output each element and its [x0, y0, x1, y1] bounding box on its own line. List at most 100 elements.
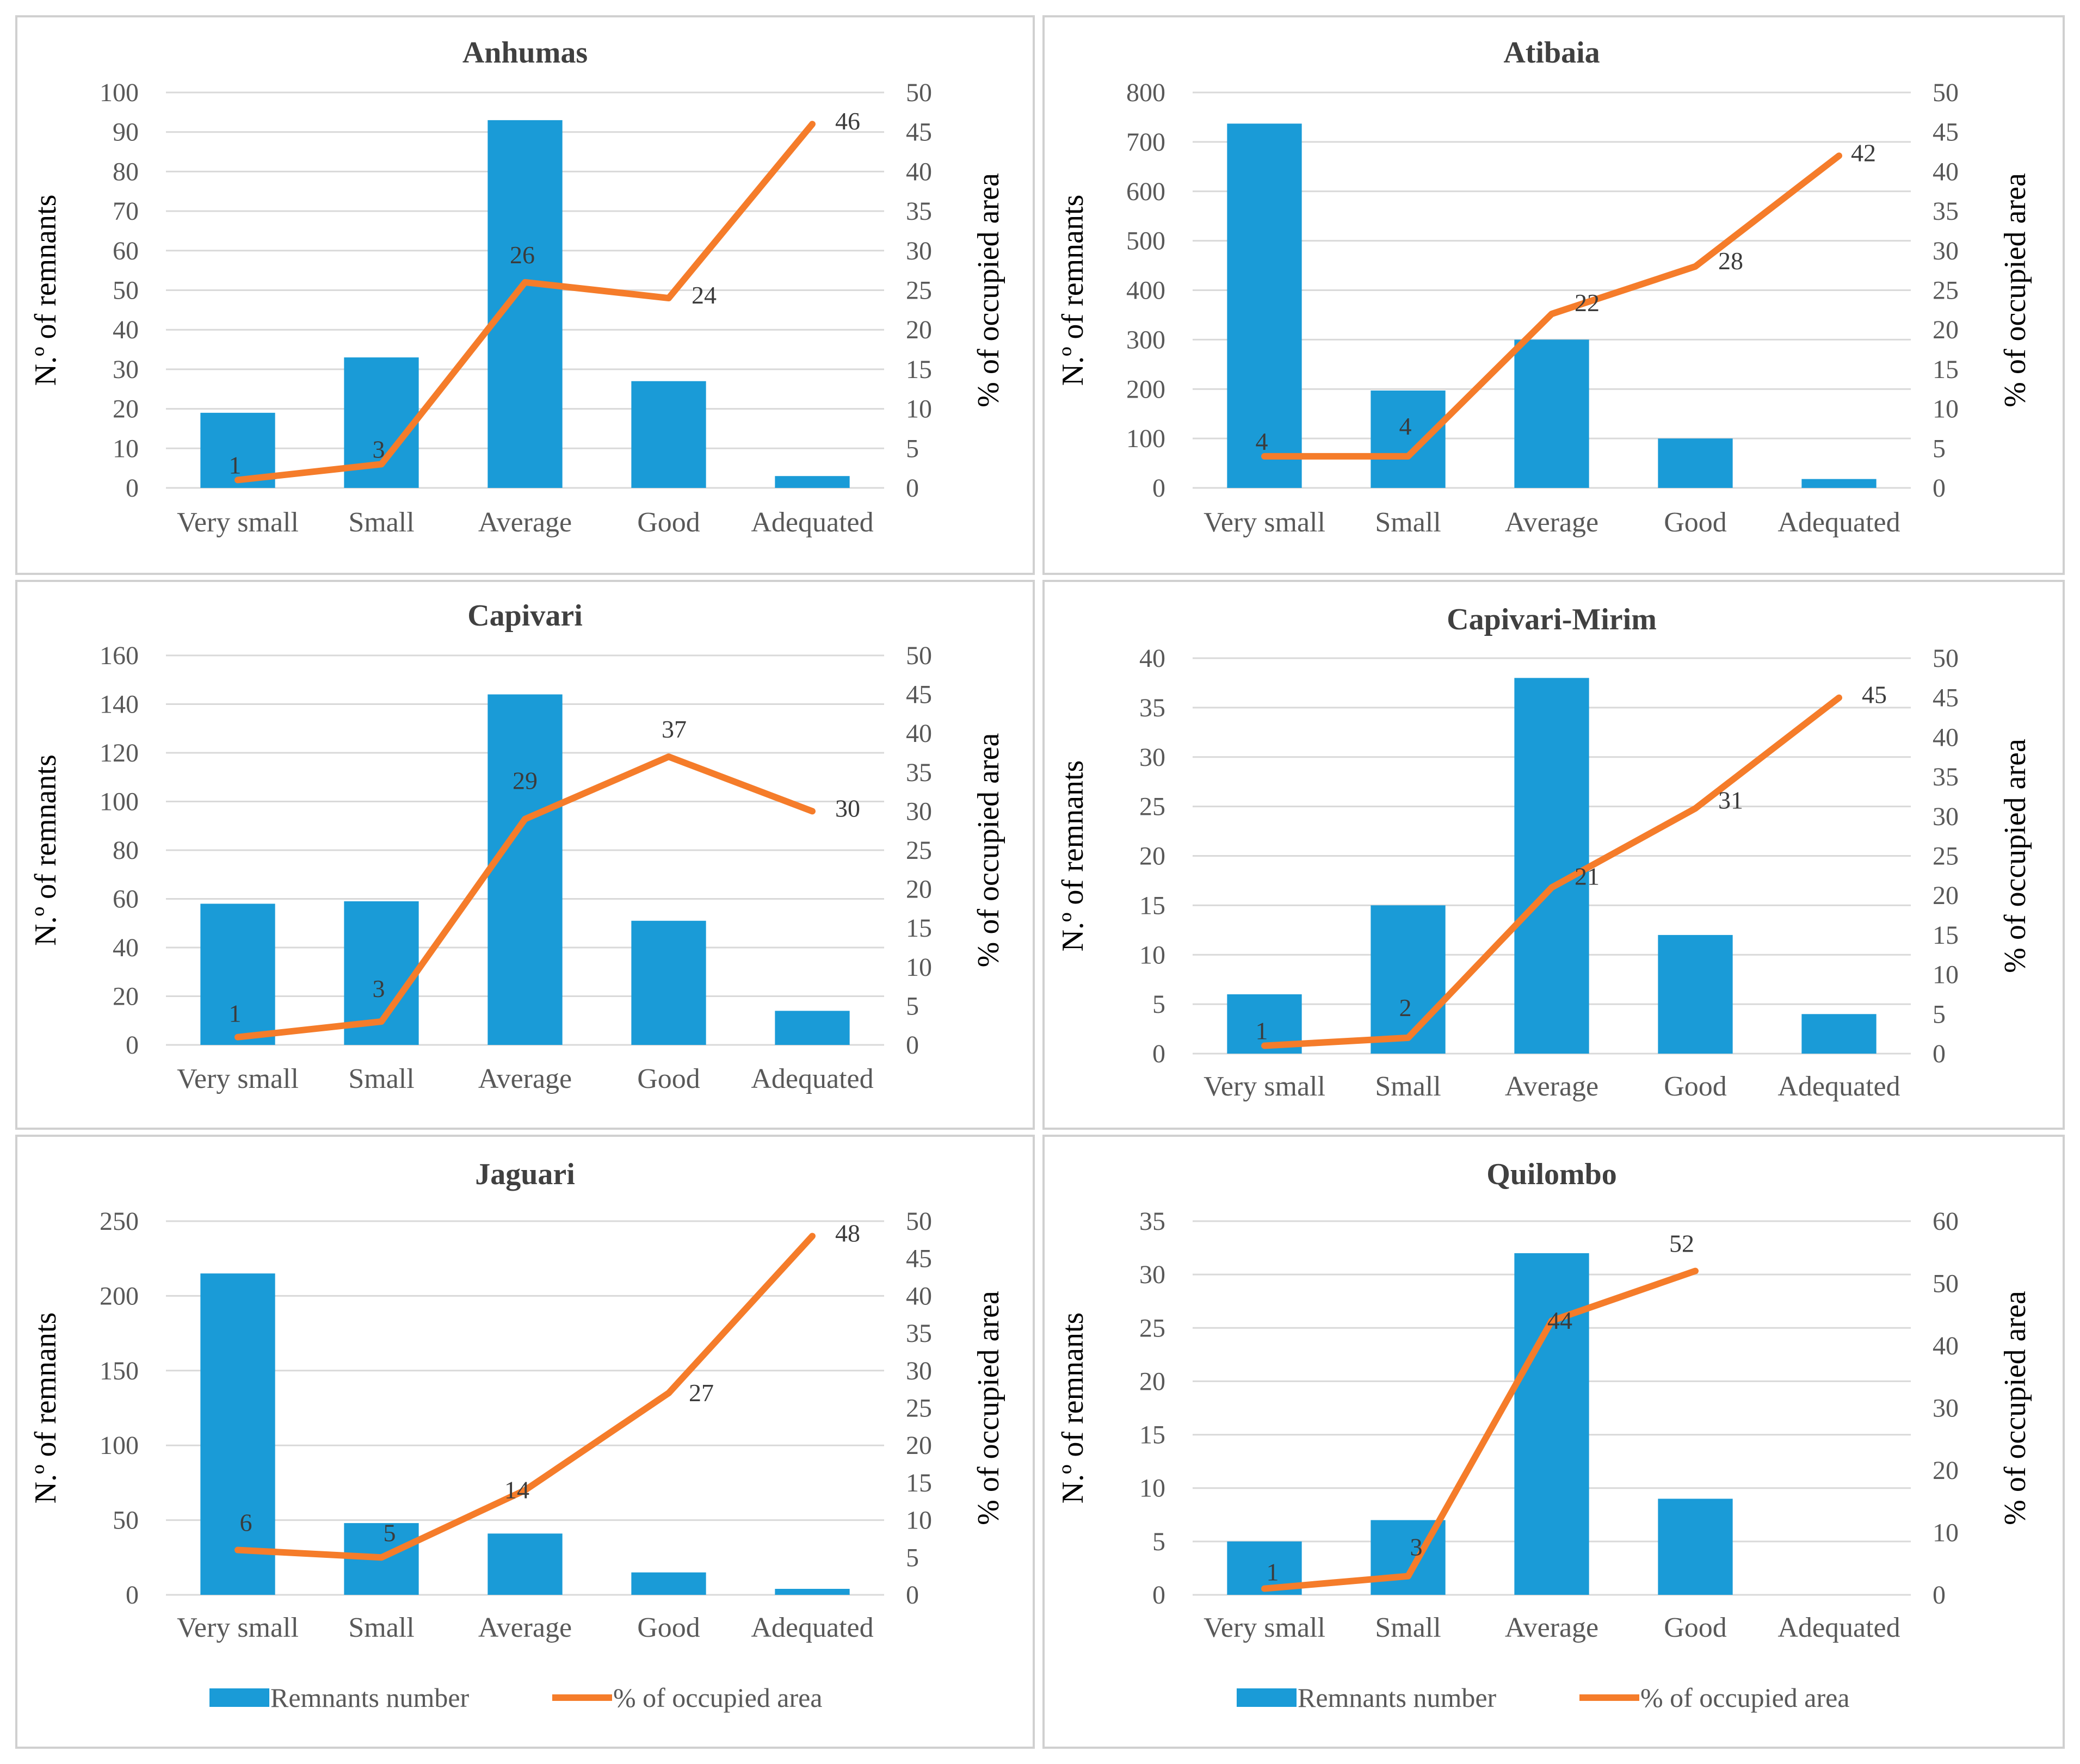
- y-tick-label: 40: [113, 933, 139, 962]
- category-label: Small: [1375, 1071, 1441, 1102]
- y2-tick-label: 10: [1933, 961, 1959, 989]
- data-label: 1: [229, 451, 242, 479]
- category-label: Very small: [1203, 1071, 1325, 1102]
- data-label: 5: [384, 1519, 396, 1546]
- y2-tick-label: 40: [906, 157, 932, 186]
- y-tick-label: 0: [126, 1581, 139, 1610]
- y-tick-label: 10: [1139, 940, 1165, 969]
- y2-tick-label: 5: [906, 992, 919, 1020]
- y-tick-label: 500: [1126, 227, 1165, 256]
- y2-tick-label: 30: [906, 237, 932, 265]
- y2-tick-label: 0: [906, 1031, 919, 1060]
- bar: [487, 1533, 563, 1595]
- y2-tick-label: 45: [1933, 118, 1959, 147]
- y-tick-label: 90: [113, 118, 139, 147]
- bar: [1801, 479, 1877, 488]
- y-tick-label: 300: [1126, 325, 1165, 354]
- y-axis-title: N.º of remnants: [29, 195, 63, 386]
- category-label: Average: [1505, 507, 1598, 538]
- y2-tick-label: 25: [1933, 842, 1959, 871]
- y2-axis-title: % of occupied area: [972, 173, 1005, 407]
- data-label: 1: [229, 1000, 242, 1028]
- data-label: 44: [1547, 1307, 1572, 1334]
- data-label: 1: [1256, 1017, 1268, 1044]
- bar: [1514, 1253, 1589, 1595]
- category-label: Small: [348, 1063, 414, 1094]
- data-label: 46: [835, 107, 860, 135]
- y-tick-label: 30: [113, 355, 139, 384]
- category-label: Good: [1664, 507, 1727, 538]
- data-label: 26: [510, 241, 535, 269]
- data-label: 28: [1718, 247, 1743, 275]
- y2-tick-label: 20: [1933, 315, 1959, 344]
- y2-tick-label: 30: [1933, 802, 1959, 831]
- y-tick-label: 100: [100, 788, 139, 816]
- bar: [200, 903, 275, 1045]
- category-label: Good: [637, 507, 700, 538]
- y2-tick-label: 30: [906, 797, 932, 826]
- bar: [775, 1011, 850, 1045]
- bar: [1801, 1014, 1877, 1054]
- y-tick-label: 150: [100, 1357, 139, 1385]
- category-label: Average: [478, 1612, 572, 1643]
- chart-title: Capivari-Mirim: [1447, 603, 1657, 636]
- series-line: [1261, 152, 1842, 460]
- legend-label-line: % of occupied area: [1640, 1682, 1850, 1713]
- category-label: Adequated: [1777, 1612, 1900, 1643]
- y2-tick-label: 50: [1933, 1270, 1959, 1298]
- y2-tick-label: 50: [906, 78, 932, 107]
- data-label: 3: [373, 975, 385, 1002]
- y2-tick-label: 20: [906, 1431, 932, 1460]
- y2-tick-label: 5: [1933, 434, 1946, 463]
- y2-tick-label: 35: [906, 197, 932, 226]
- data-label: 29: [513, 767, 538, 795]
- y-tick-label: 10: [1139, 1474, 1165, 1503]
- bar: [775, 1589, 850, 1595]
- category-label: Average: [1505, 1071, 1598, 1102]
- chart-panel-anhumas: 0 10 20 30 40 50 60 70 80 90 100 0 5 10 15 20 25 30 35 40 45…: [15, 15, 1035, 575]
- y-tick-label: 0: [1152, 1581, 1165, 1610]
- legend-label-bar: Remnants number: [1298, 1682, 1497, 1713]
- chart-panel-capivari-mirim: 0 5 10 15 20 25 30 35 40 0 5 10 15 20 25 30 35 40 45 50 Very…: [1042, 580, 2065, 1130]
- series-line: [1261, 694, 1842, 1049]
- y-tick-label: 20: [1139, 1367, 1165, 1396]
- y-tick-label: 20: [113, 395, 139, 424]
- data-label: 37: [662, 715, 687, 743]
- y-tick-label: 30: [1139, 1260, 1165, 1289]
- chart-panel-atibaia: 0 100 200 300 400 500 600 700 800 0 5 10 15 20 25 30 35 4…: [1042, 15, 2065, 575]
- y-tick-label: 50: [113, 276, 139, 305]
- y2-tick-label: 45: [906, 118, 932, 147]
- y-tick-label: 20: [113, 982, 139, 1011]
- bar: [1658, 1499, 1733, 1595]
- data-label: 45: [1862, 681, 1887, 709]
- data-label: 31: [1718, 786, 1743, 814]
- category-label: Small: [1375, 1612, 1441, 1643]
- y-axis-title: N.º of remnants: [1056, 195, 1090, 386]
- y2-tick-label: 5: [1933, 1000, 1946, 1029]
- panel-frame: [15, 1135, 1035, 1749]
- y-tick-label: 80: [113, 157, 139, 186]
- y-tick-label: 25: [1139, 793, 1165, 821]
- chart-title: Quilombo: [1486, 1158, 1617, 1191]
- data-label: 52: [1669, 1230, 1694, 1258]
- category-label: Good: [1664, 1071, 1727, 1102]
- y2-tick-label: 10: [1933, 395, 1959, 424]
- legend: Remnants number % of occupied area: [209, 1682, 823, 1713]
- y2-tick-label: 40: [906, 719, 932, 748]
- legend-swatch-bar: [209, 1688, 269, 1707]
- bar: [775, 476, 850, 488]
- y2-axis-title: % of occupied area: [972, 733, 1005, 968]
- bar: [1514, 339, 1589, 488]
- category-label: Very small: [177, 1612, 299, 1643]
- data-label: 48: [835, 1219, 860, 1247]
- bar: [487, 694, 563, 1045]
- y-tick-label: 60: [113, 237, 139, 265]
- y-tick-label: 140: [100, 690, 139, 719]
- chart-title: Capivari: [467, 599, 583, 633]
- y-tick-label: 100: [1126, 424, 1165, 453]
- y-tick-label: 5: [1152, 990, 1165, 1019]
- y-tick-label: 0: [126, 474, 139, 503]
- y-tick-label: 60: [113, 885, 139, 914]
- y2-axis-title: % of occupied area: [1998, 173, 2032, 407]
- data-label: 27: [689, 1379, 714, 1407]
